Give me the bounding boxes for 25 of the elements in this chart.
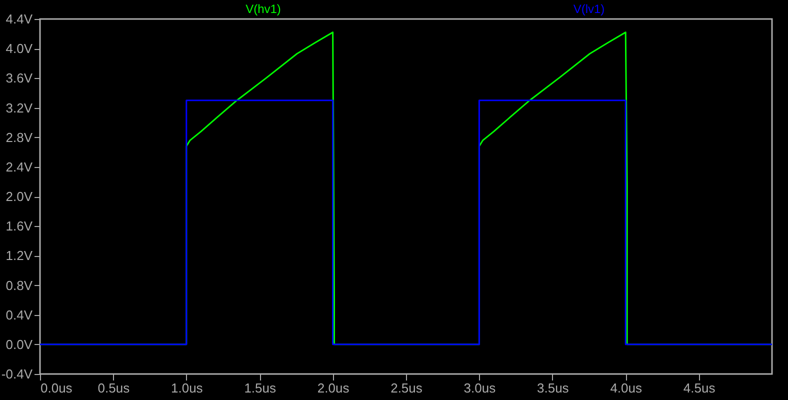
y-tick-label: 2.0V (6, 189, 33, 204)
x-tick-label: 1.5us (244, 380, 276, 396)
text: V(lv1) (573, 2, 605, 16)
x-tick-label: 2.0us (317, 380, 350, 396)
y-tick-label: 4.0V (6, 41, 33, 56)
x-tick-label: 1.0us (170, 380, 204, 396)
y-tick-label: 3.2V (6, 100, 33, 116)
y-tick-label: 2.8V (6, 130, 33, 145)
y-tick-label: 2.4V (6, 159, 33, 174)
y-tick-label: 1.2V (6, 248, 33, 264)
x-tick-label: 2.5us (390, 380, 423, 396)
text: V(hv1) (246, 2, 281, 16)
x-tick-label: 3.0us (464, 380, 496, 396)
y-tick-label: 3.6V (6, 70, 33, 86)
y-tick-label: 0.8V (6, 278, 33, 293)
y-tick-label: 1.6V (6, 218, 33, 234)
y-tick-label: 0.0V (6, 336, 33, 352)
x-tick-label: 0.5us (98, 380, 130, 396)
x-tick-label: 3.5us (536, 380, 570, 396)
x-tick-label: 0.0us (40, 380, 73, 396)
y-tick-label: 4.4V (6, 12, 33, 26)
y-tick-label: 0.4V (6, 307, 33, 322)
x-tick-label: 4.5us (683, 380, 716, 396)
x-tick-label: 4.0us (610, 380, 642, 396)
y-tick-label: -0.4V (1, 366, 33, 382)
